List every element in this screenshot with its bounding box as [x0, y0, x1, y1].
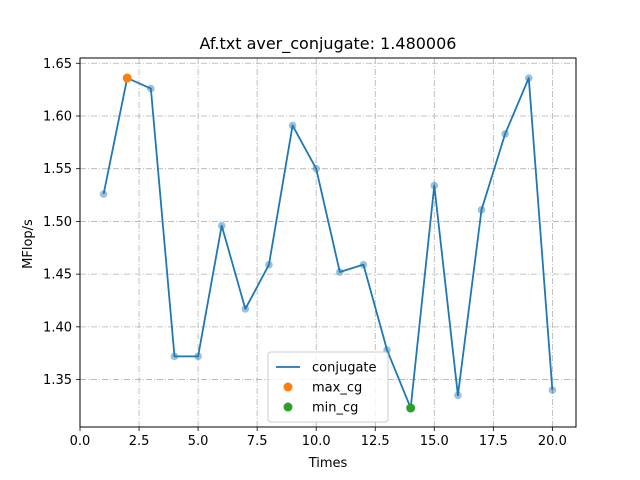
legend-label: max_cg — [312, 381, 362, 396]
data-point — [359, 260, 368, 269]
x-tick-label: 20.0 — [538, 434, 567, 449]
x-tick-label: 15.0 — [420, 434, 449, 449]
data-point — [217, 221, 226, 230]
x-axis-ticks: 0.0 2.5 5.0 7.5 10.0 12.5 15.0 17.5 20.0 — [70, 427, 567, 449]
legend-swatch-max_cg — [283, 382, 293, 392]
data-point — [265, 260, 273, 269]
y-tick-label: 1.40 — [43, 320, 72, 335]
y-axis-label: MFlop/s — [21, 219, 36, 269]
y-tick-label: 1.50 — [43, 215, 72, 230]
data-point — [194, 352, 202, 361]
data-point — [430, 181, 439, 190]
x-tick-label: 5.0 — [188, 434, 209, 449]
data-point — [477, 206, 486, 214]
data-point — [312, 164, 320, 173]
data-point — [454, 391, 462, 400]
y-axis-ticks: 1.35 1.40 1.45 1.50 1.55 1.60 1.65 — [43, 57, 80, 388]
marker-min_cg — [406, 403, 416, 413]
data-point — [241, 305, 250, 313]
plot-frame — [79, 57, 577, 428]
marker-max_cg — [122, 73, 132, 83]
y-tick-label: 1.55 — [43, 162, 72, 177]
x-tick-label: 2.5 — [129, 434, 150, 449]
data-point — [147, 84, 155, 93]
data-point — [99, 190, 108, 198]
y-tick-label: 1.60 — [43, 109, 72, 124]
marker-layer — [122, 73, 416, 413]
data-point — [336, 268, 344, 276]
legend-box — [267, 351, 389, 423]
data-point — [524, 74, 533, 82]
chart-title: Af.txt aver_conjugate: 1.480006 — [200, 34, 457, 54]
legend-label: min_cg — [312, 401, 358, 416]
y-tick-label: 1.35 — [43, 373, 72, 388]
legend-swatch-min_cg — [283, 402, 293, 412]
y-tick-label: 1.65 — [43, 57, 72, 72]
x-tick-label: 10.0 — [302, 434, 331, 449]
data-point — [501, 130, 509, 138]
data-point — [548, 386, 557, 394]
legend: conjugate max_cg min_cg — [267, 351, 389, 423]
x-tick-label: 12.5 — [361, 434, 390, 449]
y-tick-label: 1.45 — [43, 268, 72, 283]
x-axis-label: Times — [308, 456, 348, 471]
x-tick-label: 0.0 — [70, 434, 91, 449]
x-tick-label: 17.5 — [479, 434, 508, 449]
data-point — [288, 121, 297, 130]
data-point — [170, 352, 179, 361]
legend-label: conjugate — [312, 361, 377, 376]
series-line-conjugate — [102, 77, 554, 409]
x-tick-label: 7.5 — [247, 434, 268, 449]
